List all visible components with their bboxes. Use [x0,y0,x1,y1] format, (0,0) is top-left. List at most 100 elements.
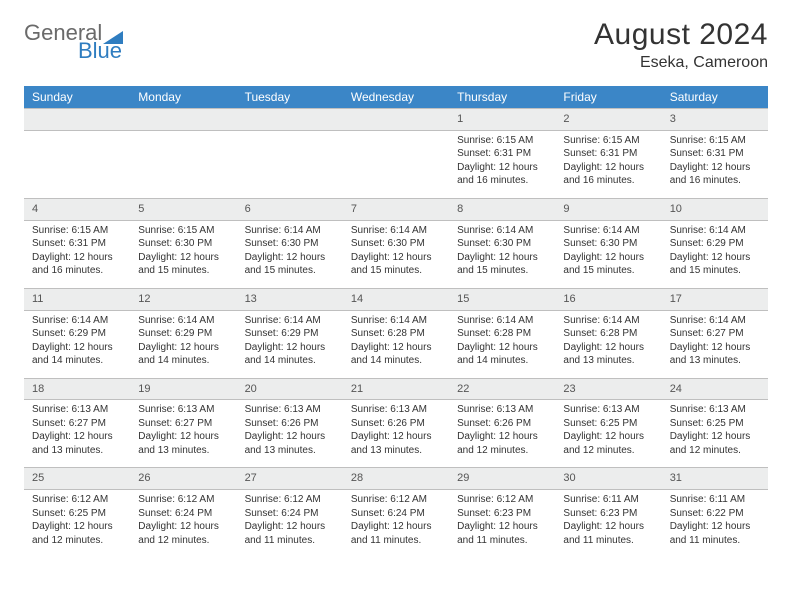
day-number: 20 [237,378,343,400]
detail-sunrise: Sunrise: 6:13 AM [351,403,441,417]
detail-dl2: and 14 minutes. [351,354,441,368]
detail-dl1: Daylight: 12 hours [563,430,653,444]
day-cell: Sunrise: 6:14 AMSunset: 6:28 PMDaylight:… [555,310,661,378]
day-cell [237,130,343,198]
detail-sunrise: Sunrise: 6:12 AM [351,493,441,507]
day-cell: Sunrise: 6:15 AMSunset: 6:31 PMDaylight:… [662,130,768,198]
content-row: Sunrise: 6:14 AMSunset: 6:29 PMDaylight:… [24,310,768,378]
detail-dl1: Daylight: 12 hours [670,430,760,444]
title-block: August 2024 Eseka, Cameroon [594,18,768,72]
detail-dl1: Daylight: 12 hours [32,341,122,355]
detail-sunset: Sunset: 6:29 PM [32,327,122,341]
day-cell: Sunrise: 6:12 AMSunset: 6:24 PMDaylight:… [343,490,449,558]
day-cell: Sunrise: 6:13 AMSunset: 6:26 PMDaylight:… [449,400,555,468]
day-number: 22 [449,378,555,400]
day-cell: Sunrise: 6:12 AMSunset: 6:24 PMDaylight:… [130,490,236,558]
detail-sunset: Sunset: 6:25 PM [670,417,760,431]
detail-sunset: Sunset: 6:28 PM [351,327,441,341]
detail-dl2: and 14 minutes. [245,354,335,368]
daynum-row: 123 [24,109,768,131]
detail-dl2: and 13 minutes. [563,354,653,368]
day-number: 17 [662,288,768,310]
day-number: 31 [662,468,768,490]
detail-sunset: Sunset: 6:24 PM [138,507,228,521]
detail-dl1: Daylight: 12 hours [457,161,547,175]
detail-sunrise: Sunrise: 6:15 AM [32,224,122,238]
detail-sunrise: Sunrise: 6:15 AM [138,224,228,238]
day-number: 18 [24,378,130,400]
detail-sunset: Sunset: 6:30 PM [245,237,335,251]
day-cell: Sunrise: 6:14 AMSunset: 6:29 PMDaylight:… [24,310,130,378]
day-number: 9 [555,198,661,220]
day-number: 13 [237,288,343,310]
detail-sunset: Sunset: 6:27 PM [32,417,122,431]
day-cell: Sunrise: 6:14 AMSunset: 6:28 PMDaylight:… [343,310,449,378]
detail-dl1: Daylight: 12 hours [351,430,441,444]
detail-dl2: and 13 minutes. [351,444,441,458]
day-number [24,109,130,131]
detail-sunrise: Sunrise: 6:13 AM [457,403,547,417]
detail-sunrise: Sunrise: 6:14 AM [245,224,335,238]
day-cell: Sunrise: 6:12 AMSunset: 6:24 PMDaylight:… [237,490,343,558]
detail-sunrise: Sunrise: 6:11 AM [670,493,760,507]
day-cell: Sunrise: 6:11 AMSunset: 6:22 PMDaylight:… [662,490,768,558]
detail-dl2: and 11 minutes. [245,534,335,548]
day-header: Friday [555,86,661,109]
detail-sunrise: Sunrise: 6:15 AM [563,134,653,148]
detail-sunset: Sunset: 6:24 PM [245,507,335,521]
detail-dl1: Daylight: 12 hours [457,520,547,534]
day-cell: Sunrise: 6:14 AMSunset: 6:29 PMDaylight:… [237,310,343,378]
detail-dl1: Daylight: 12 hours [563,251,653,265]
day-header: Wednesday [343,86,449,109]
day-cell: Sunrise: 6:14 AMSunset: 6:27 PMDaylight:… [662,310,768,378]
detail-dl1: Daylight: 12 hours [457,251,547,265]
detail-sunrise: Sunrise: 6:12 AM [32,493,122,507]
detail-sunrise: Sunrise: 6:13 AM [563,403,653,417]
detail-sunset: Sunset: 6:25 PM [563,417,653,431]
detail-dl1: Daylight: 12 hours [457,430,547,444]
detail-dl2: and 16 minutes. [563,174,653,188]
location: Eseka, Cameroon [594,54,768,72]
daynum-row: 11121314151617 [24,288,768,310]
detail-sunrise: Sunrise: 6:14 AM [245,314,335,328]
detail-dl2: and 13 minutes. [32,444,122,458]
detail-sunset: Sunset: 6:29 PM [138,327,228,341]
content-row: Sunrise: 6:15 AMSunset: 6:31 PMDaylight:… [24,220,768,288]
day-cell: Sunrise: 6:13 AMSunset: 6:25 PMDaylight:… [555,400,661,468]
detail-sunrise: Sunrise: 6:14 AM [351,314,441,328]
day-header-row: Sunday Monday Tuesday Wednesday Thursday… [24,86,768,109]
detail-sunrise: Sunrise: 6:13 AM [245,403,335,417]
detail-dl1: Daylight: 12 hours [351,341,441,355]
content-row: Sunrise: 6:15 AMSunset: 6:31 PMDaylight:… [24,130,768,198]
day-header: Saturday [662,86,768,109]
day-number: 6 [237,198,343,220]
day-cell: Sunrise: 6:13 AMSunset: 6:27 PMDaylight:… [24,400,130,468]
day-cell [130,130,236,198]
day-cell [343,130,449,198]
detail-dl2: and 13 minutes. [138,444,228,458]
day-number [130,109,236,131]
detail-dl1: Daylight: 12 hours [245,251,335,265]
detail-sunrise: Sunrise: 6:13 AM [670,403,760,417]
detail-dl1: Daylight: 12 hours [563,341,653,355]
day-number: 5 [130,198,236,220]
detail-dl2: and 16 minutes. [457,174,547,188]
detail-dl2: and 13 minutes. [670,354,760,368]
day-header: Monday [130,86,236,109]
detail-dl1: Daylight: 12 hours [245,430,335,444]
detail-sunset: Sunset: 6:26 PM [245,417,335,431]
detail-sunset: Sunset: 6:28 PM [563,327,653,341]
detail-sunrise: Sunrise: 6:12 AM [138,493,228,507]
detail-sunrise: Sunrise: 6:12 AM [245,493,335,507]
detail-dl1: Daylight: 12 hours [32,520,122,534]
detail-sunset: Sunset: 6:23 PM [457,507,547,521]
day-header: Tuesday [237,86,343,109]
detail-dl2: and 15 minutes. [457,264,547,278]
detail-sunrise: Sunrise: 6:14 AM [457,224,547,238]
day-number: 29 [449,468,555,490]
day-number: 15 [449,288,555,310]
detail-sunset: Sunset: 6:22 PM [670,507,760,521]
day-cell: Sunrise: 6:14 AMSunset: 6:30 PMDaylight:… [449,220,555,288]
day-cell: Sunrise: 6:11 AMSunset: 6:23 PMDaylight:… [555,490,661,558]
detail-dl1: Daylight: 12 hours [670,341,760,355]
